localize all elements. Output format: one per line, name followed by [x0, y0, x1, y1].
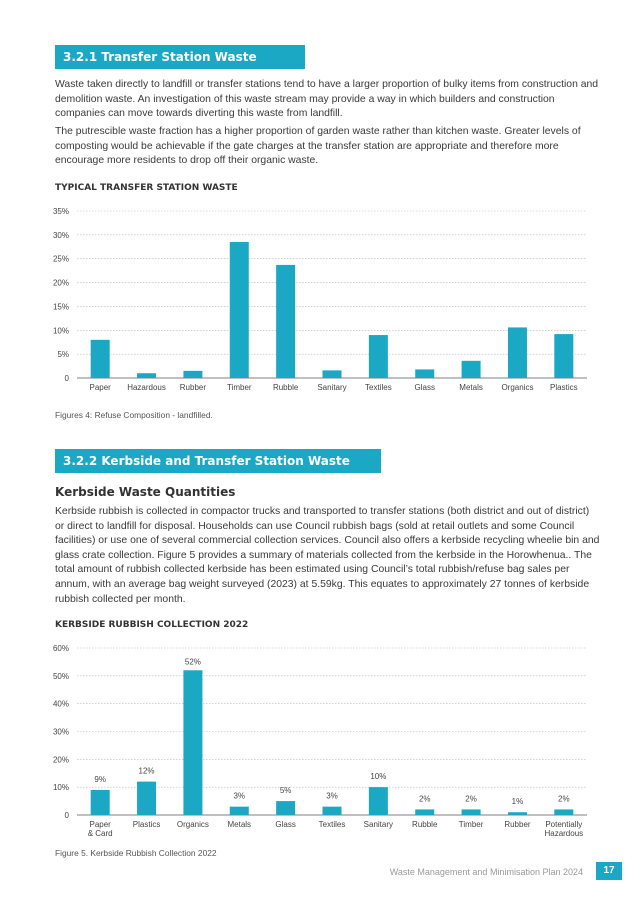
bar-2-9 [507, 812, 527, 815]
bar-1-5 [322, 370, 342, 378]
footer-document-title: Waste Management and Minimisation Plan 2… [389, 867, 583, 877]
bar-1-8 [461, 360, 481, 378]
bar-1-4 [276, 264, 296, 378]
x-tick-label: Rubber [180, 383, 207, 392]
y-tick-label: 25% [53, 255, 69, 264]
x-tick-label: Sanitary [364, 820, 393, 829]
data-label: 2% [419, 794, 431, 803]
bar-2-4 [276, 801, 296, 815]
x-tick-label: Timber [227, 383, 252, 392]
x-tick-label: Rubble [412, 820, 438, 829]
data-label: 3% [233, 792, 245, 801]
x-tick-label: Glass [275, 820, 295, 829]
bar-1-0 [90, 339, 110, 378]
y-tick-label: 20% [53, 279, 69, 288]
y-tick-label: 5% [57, 350, 69, 359]
y-tick-label: 10% [53, 326, 69, 335]
y-tick-label: 10% [53, 783, 69, 792]
y-tick-label: 35% [53, 207, 69, 216]
y-tick-label: 30% [53, 728, 69, 737]
x-tick-label: Glass [415, 383, 435, 392]
y-tick-label: 40% [53, 700, 69, 709]
figure-caption-4: Figures 4: Refuse Composition - landfill… [55, 410, 213, 420]
y-tick-label: 30% [53, 231, 69, 240]
data-label: 1% [512, 797, 524, 806]
x-tick-label: & Card [88, 829, 113, 838]
chart-title-transfer-station: TYPICAL TRANSFER STATION WASTE [55, 183, 238, 193]
data-label: 9% [94, 775, 106, 784]
x-tick-label: Hazardous [127, 383, 166, 392]
x-tick-label: Rubber [504, 820, 531, 829]
bar-2-3 [229, 806, 249, 815]
x-tick-label: Sanitary [317, 383, 346, 392]
data-label: 10% [370, 772, 386, 781]
x-tick-label: Paper [90, 383, 112, 392]
bar-2-1 [137, 781, 157, 815]
x-tick-label: Organics [177, 820, 209, 829]
bar-1-9 [507, 327, 527, 378]
bar-2-5 [322, 806, 342, 815]
y-tick-label: 20% [53, 755, 69, 764]
x-tick-label: Hazardous [544, 829, 583, 838]
y-tick-label: 50% [53, 672, 69, 681]
x-tick-label: Plastics [133, 820, 161, 829]
paragraph-kerbside: Kerbside rubbish is collected in compact… [55, 506, 600, 605]
bar-2-0 [90, 789, 110, 815]
x-tick-label: Plastics [550, 383, 578, 392]
data-label: 52% [185, 657, 201, 666]
x-tick-label: Textiles [365, 383, 392, 392]
bar-1-1 [137, 373, 157, 378]
x-tick-label: Organics [501, 383, 533, 392]
bar-2-7 [415, 809, 435, 815]
chart-title-kerbside: KERBSIDE RUBBISH COLLECTION 2022 [55, 620, 249, 630]
bar-1-6 [368, 335, 388, 378]
section-heading-transfer-station: 3.2.1 Transfer Station Waste Composition [55, 45, 305, 88]
bar-2-8 [461, 809, 481, 815]
y-tick-label: 60% [53, 644, 69, 653]
data-label: 2% [465, 794, 477, 803]
x-tick-label: Potentially [545, 820, 582, 829]
data-label: 3% [326, 792, 338, 801]
x-tick-label: Textiles [319, 820, 346, 829]
bar-1-10 [554, 334, 574, 378]
data-label: 2% [558, 794, 570, 803]
bar-2-6 [368, 787, 388, 815]
paragraph-bulky-waste: Waste taken directly to landfill or tran… [55, 79, 599, 120]
y-tick-label: 0 [65, 374, 70, 383]
x-tick-label: Timber [459, 820, 484, 829]
section-heading-kerbside: 3.2.2 Kerbside and Transfer Station Wast… [55, 449, 381, 492]
data-label: 12% [139, 767, 155, 776]
bar-1-3 [229, 242, 249, 378]
paragraph-putrescible: The putrescible waste fraction has a hig… [55, 126, 581, 167]
bar-1-7 [415, 369, 435, 378]
x-tick-label: Rubble [273, 383, 299, 392]
x-tick-label: Paper [90, 820, 112, 829]
x-tick-label: Metals [227, 820, 251, 829]
data-label: 5% [280, 786, 292, 795]
bar-2-10 [554, 809, 574, 815]
subheading-kerbside-quantities: Kerbside Waste Quantities [55, 485, 236, 499]
figure-caption-5: Figure 5. Kerbside Rubbish Collection 20… [55, 848, 217, 858]
y-tick-label: 0 [65, 811, 70, 820]
page-number: 17 [596, 862, 622, 880]
x-tick-label: Metals [459, 383, 483, 392]
y-tick-label: 15% [53, 302, 69, 311]
bar-1-2 [183, 370, 203, 378]
bar-2-2 [183, 670, 203, 815]
